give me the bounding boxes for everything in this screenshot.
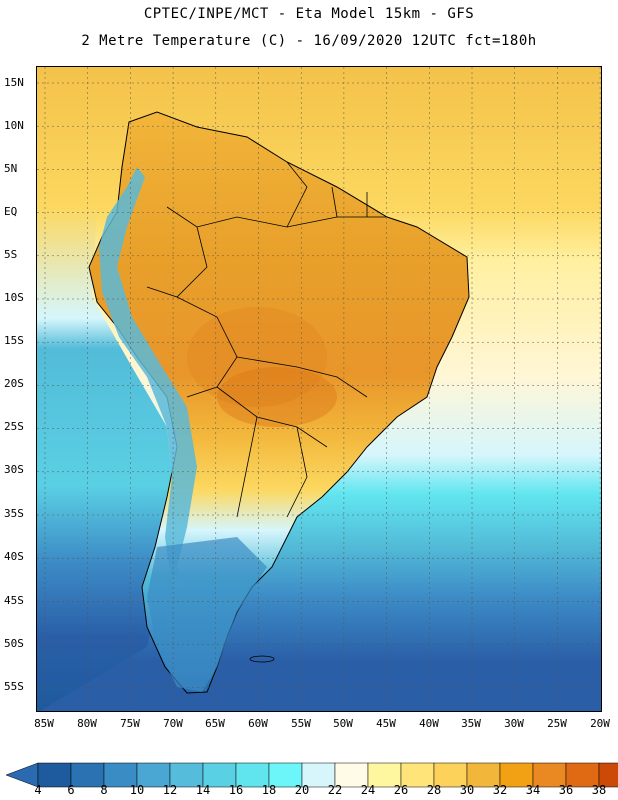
andes-mountains [99,167,197,587]
colorbar-swatch [499,762,534,788]
colorbar-label: 10 [129,783,145,797]
lat-label: 45S [4,594,24,607]
lat-label: 10S [4,291,24,304]
colorbar-swatch [235,762,270,788]
colorbar-swatch [532,762,567,788]
hot-interior-south [217,367,337,427]
lon-label: 80W [77,717,97,730]
title-line-1: CPTEC/INPE/MCT - Eta Model 15km - GFS [143,6,475,22]
lat-label: 5N [4,162,18,175]
lat-label: 15S [4,334,24,347]
colorbar-swatch [202,762,237,788]
lat-label: 15N [4,76,24,89]
title-line-2: 2 Metre Temperature (C) - 16/09/2020 12U… [81,33,537,49]
lon-label: 50W [333,717,353,730]
lon-label: 55W [291,717,311,730]
lat-label: 10N [4,119,24,132]
pacific-ocean [37,207,177,711]
colorbar-label: 16 [228,783,244,797]
lat-label: 5S [4,248,18,261]
colorbar-label: 12 [162,783,178,797]
colorbar-label: 38 [591,783,607,797]
colorbar-label: 34 [525,783,541,797]
lat-label: 25S [4,420,24,433]
colorbar-swatch [136,762,171,788]
lon-label: 70W [163,717,183,730]
colorbar-swatch [466,762,501,788]
lon-label: 85W [34,717,54,730]
colorbar-label: 30 [459,783,475,797]
lon-label: 40W [419,717,439,730]
lon-label: 65W [205,717,225,730]
colorbar-swatch [400,762,435,788]
lon-label: 30W [504,717,524,730]
lat-label: 30S [4,463,24,476]
lat-label: EQ [4,205,18,218]
colorbar-label: 4 [34,783,42,797]
colorbar-label: 28 [426,783,442,797]
lon-label: 35W [461,717,481,730]
lat-label: 50S [4,637,24,650]
colorbar-label: 20 [294,783,310,797]
colorbar-label: 36 [558,783,574,797]
colorbar-swatch [565,762,600,788]
lat-label: 20S [4,377,24,390]
colorbar-label: 24 [360,783,376,797]
lon-label: 75W [120,717,140,730]
temperature-map [36,66,602,712]
patagonia-cold [147,537,267,692]
colorbar-swatch [367,762,402,788]
hot-interior-core [187,307,327,407]
colorbar [5,762,618,788]
colorbar-swatch [268,762,303,788]
lon-label: 45W [376,717,396,730]
colorbar-swatch [301,762,336,788]
colorbar-label: 26 [393,783,409,797]
colorbar-label: 32 [492,783,508,797]
lon-label: 20W [590,717,610,730]
colorbar-label: 8 [100,783,108,797]
falkland-islands [249,655,275,663]
colorbar-swatch [37,762,72,788]
colorbar-swatch [334,762,369,788]
lat-label: 35S [4,507,24,520]
lat-label: 55S [4,680,24,693]
country-borders [146,161,387,518]
colorbar-label: 22 [327,783,343,797]
lat-label: 40S [4,550,24,563]
colorbar-label: 18 [261,783,277,797]
colorbar-label: 6 [67,783,75,797]
colorbar-label: 14 [195,783,211,797]
lon-label: 60W [248,717,268,730]
graticule [37,67,601,711]
colorbar-swatch [598,762,618,788]
lon-label: 25W [547,717,567,730]
